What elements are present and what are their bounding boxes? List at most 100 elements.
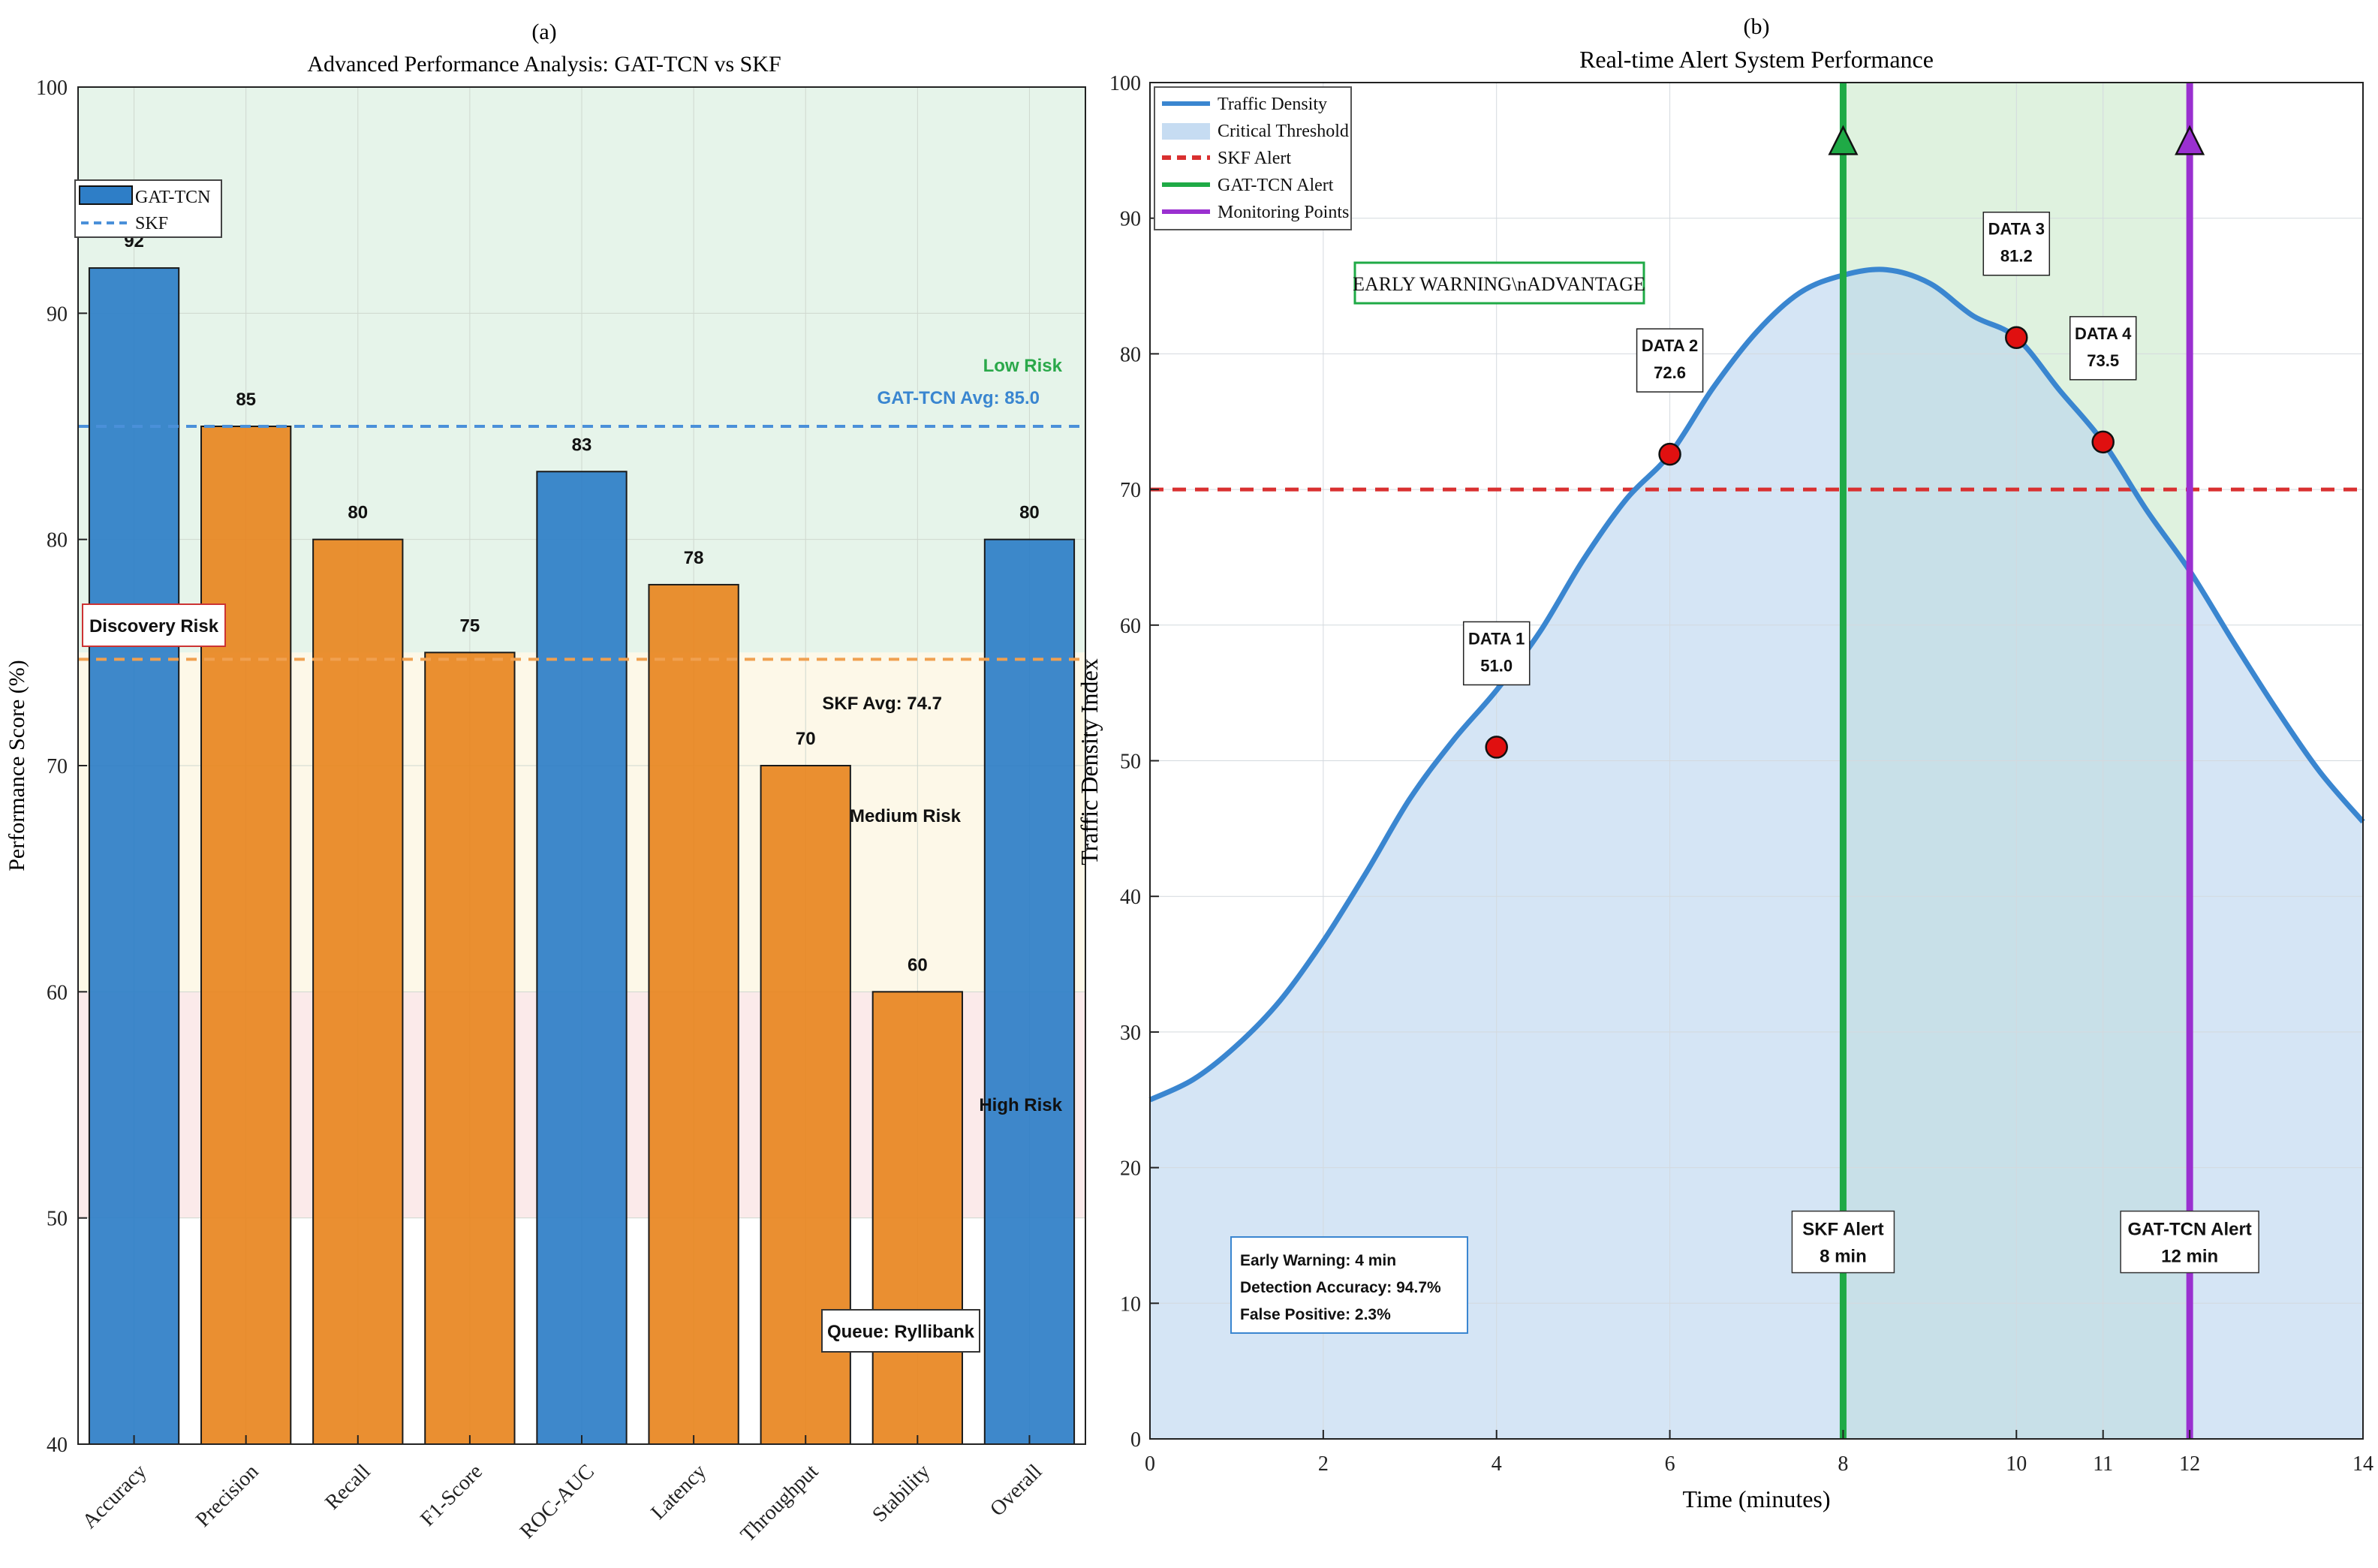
x-tick-label: 14 bbox=[2352, 1452, 2373, 1476]
value-label: 70 bbox=[796, 729, 816, 749]
y-tick-label: 40 bbox=[47, 1434, 68, 1457]
legend-label: Traffic Density bbox=[1218, 95, 1327, 114]
alert-box-1 bbox=[2120, 1210, 2259, 1274]
alert-box-title: SKF Alert bbox=[1802, 1220, 1883, 1240]
panel-a: (a) Advanced Performance Analysis: GAT-T… bbox=[5, 20, 1086, 1547]
legend-label: Monitoring Points bbox=[1218, 203, 1349, 222]
value-label: 75 bbox=[460, 615, 480, 636]
alert-marker-1 bbox=[2175, 125, 2205, 155]
data-box-value: 73.5 bbox=[2087, 351, 2119, 370]
stats-line: Early Warning: 4 min bbox=[1240, 1252, 1396, 1269]
y-tick-label: 60 bbox=[47, 981, 68, 1004]
chart-a-title: Advanced Performance Analysis: GAT-TCN v… bbox=[307, 52, 781, 77]
x-axis-label-b: Time (minutes) bbox=[1682, 1485, 1830, 1512]
data-point-1 bbox=[1485, 736, 1508, 759]
legend-box-b bbox=[1154, 86, 1352, 230]
density-area bbox=[1150, 269, 2363, 1439]
data-points: DATA 1 51.0 DATA 2 72.6 DATA 3 81.2 DATA 4 73.5 bbox=[1462, 211, 2137, 759]
value-label: 80 bbox=[1019, 503, 1040, 523]
value-label: 60 bbox=[908, 955, 928, 975]
alert-box-sub: 8 min bbox=[1820, 1247, 1867, 1267]
early-warning-box bbox=[1353, 261, 1645, 305]
x-tick-label: 2 bbox=[1318, 1452, 1329, 1476]
bar-precision bbox=[200, 426, 292, 1445]
annotations-b: EARLY WARNING\nADVANTAGE Early Warning: 4… bbox=[1230, 261, 1645, 1334]
x-tick-label: Throughput bbox=[736, 1460, 823, 1547]
data-box-4 bbox=[2069, 316, 2137, 381]
data-box-value: 81.2 bbox=[2000, 247, 2033, 266]
bar-latency bbox=[648, 583, 739, 1445]
discovery-risk-label: Discovery Risk bbox=[89, 616, 219, 637]
value-label: 85 bbox=[236, 390, 256, 410]
legend-swatch-gat-tcn bbox=[79, 185, 133, 205]
low-risk-label: Low Risk bbox=[983, 356, 1063, 376]
traffic-density-line bbox=[1148, 266, 2365, 1103]
x-tick-label: 6 bbox=[1665, 1452, 1675, 1476]
data-box-label: DATA 4 bbox=[2075, 324, 2132, 343]
x-tick-label: 4 bbox=[1492, 1452, 1502, 1476]
y-tick-label: 30 bbox=[1120, 1022, 1141, 1045]
data-point-2 bbox=[1658, 442, 1681, 466]
data-box-value: 72.6 bbox=[1654, 363, 1686, 382]
alert-lines: SKF Alert 8 min GAT-TCN Alert 12 min bbox=[1791, 83, 2259, 1439]
panel-b-label: (b) bbox=[1744, 14, 1770, 39]
y-tick-label: 100 bbox=[1109, 72, 1141, 95]
data-point-3 bbox=[2005, 326, 2028, 349]
y-tick-label: 60 bbox=[1120, 615, 1141, 638]
legend-label: SKF Alert bbox=[1218, 149, 1291, 168]
skf-avg-label: SKF Avg: 74.7 bbox=[822, 694, 942, 714]
queue-label: Queue: Ryllibank bbox=[827, 1322, 975, 1342]
x-tick-label: Precision bbox=[191, 1460, 263, 1532]
x-tick-label: Overall bbox=[986, 1460, 1046, 1521]
annotations-a: Low Risk GAT-TCN Avg: 85.0 SKF Avg: 74.7 Me… bbox=[82, 356, 1063, 1353]
x-tick-label: 11 bbox=[2093, 1452, 2113, 1476]
y-tick-label: 50 bbox=[1120, 751, 1141, 774]
data-box-value: 51.0 bbox=[1480, 656, 1513, 675]
x-tick-label: Latency bbox=[646, 1460, 711, 1524]
data-point-4 bbox=[2091, 430, 2115, 454]
bar-overall bbox=[983, 538, 1076, 1446]
alert-box-0 bbox=[1791, 1210, 1895, 1274]
y-tick-label: 0 bbox=[1130, 1428, 1141, 1452]
legend-a: GAT-TCN SKF bbox=[74, 179, 222, 238]
queue-box bbox=[821, 1309, 980, 1353]
legend-label: Critical Threshold bbox=[1218, 122, 1349, 141]
y-tick-label: 50 bbox=[47, 1208, 68, 1231]
bar-stability bbox=[871, 991, 963, 1446]
alert-box-title: GAT-TCN Alert bbox=[2127, 1220, 2251, 1240]
stats-line: False Positive: 2.3% bbox=[1240, 1306, 1391, 1323]
traffic-density-path bbox=[1148, 266, 2365, 1103]
value-label: 78 bbox=[684, 548, 704, 568]
discovery-risk-box bbox=[82, 603, 226, 647]
y-tick-label: 90 bbox=[1120, 208, 1141, 231]
y-tick-label: 40 bbox=[1120, 886, 1141, 909]
x-tick-label: Recall bbox=[321, 1460, 375, 1515]
chart-b-title: Real-time Alert System Performance bbox=[1579, 46, 1934, 73]
y-tick-label: 80 bbox=[47, 529, 68, 552]
bars bbox=[88, 267, 1076, 1446]
data-box-2 bbox=[1636, 328, 1704, 393]
x-tick-label: 0 bbox=[1145, 1452, 1155, 1476]
x-tick-label: 12 bbox=[2179, 1452, 2200, 1476]
data-box-3 bbox=[1982, 211, 2051, 276]
data-box-1 bbox=[1462, 621, 1531, 686]
x-axis-b: 0 2 4 6 8 10 11 12 14 bbox=[1145, 1430, 2373, 1476]
x-tick-label: 10 bbox=[2006, 1452, 2027, 1476]
alert-box-sub: 12 min bbox=[2161, 1247, 2218, 1267]
legend-label-skf: SKF bbox=[135, 214, 168, 233]
y-axis-label-a: Performance Score (%) bbox=[5, 660, 29, 871]
high-risk-label: High Risk bbox=[979, 1095, 1062, 1115]
stats-line: Detection Accuracy: 94.7% bbox=[1240, 1279, 1441, 1296]
y-tick-label: 10 bbox=[1120, 1293, 1141, 1316]
bar-f1-score bbox=[424, 652, 516, 1445]
data-box-label: DATA 2 bbox=[1642, 336, 1698, 355]
stats-box bbox=[1230, 1236, 1468, 1334]
medium-risk-label: Medium Risk bbox=[850, 806, 962, 826]
value-label: 80 bbox=[348, 503, 368, 523]
x-tick-label: F1-Score bbox=[416, 1460, 487, 1531]
reference-lines bbox=[78, 425, 1085, 661]
x-tick-label: Stability bbox=[868, 1460, 935, 1527]
y-tick-label: 80 bbox=[1120, 343, 1141, 366]
